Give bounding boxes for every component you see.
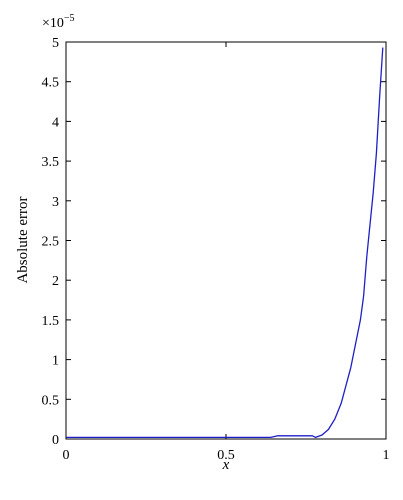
y-tick-label: 3.5 — [42, 155, 60, 170]
y-axis-label: Absolute error — [15, 196, 31, 283]
y-exponent-label: ×10−5 — [42, 13, 75, 31]
y-tick-label: 1.5 — [42, 314, 60, 329]
plot-frame — [65, 41, 387, 440]
y-tick-label: 2 — [52, 274, 59, 289]
y-tick-label: 2.5 — [42, 235, 60, 250]
y-exponent-base: ×10 — [42, 16, 64, 31]
x-axis-label: x — [222, 457, 230, 473]
y-tick-label: 4 — [52, 115, 59, 130]
y-tick-label: 3 — [52, 195, 59, 210]
x-tick-label: 1 — [383, 448, 390, 463]
x-tick-label: 0 — [63, 448, 70, 463]
axis-ticks — [65, 41, 387, 440]
plot-area-border — [65, 41, 387, 440]
series-layer — [66, 47, 384, 439]
y-tick-label: 0 — [52, 433, 59, 448]
y-tick-label: 0.5 — [42, 393, 60, 408]
series-line — [66, 47, 384, 439]
y-tick-label: 5 — [52, 36, 59, 51]
y-exponent-power: −5 — [64, 13, 75, 24]
y-tick-label: 4.5 — [42, 76, 60, 91]
x-tick-label: 0.5 — [217, 448, 235, 463]
y-tick-label: 1 — [52, 354, 59, 369]
tick-labels: 0 0.5 1 0 0.5 1 1.5 2 2.5 3 3.5 4 4.5 5 — [42, 36, 390, 463]
